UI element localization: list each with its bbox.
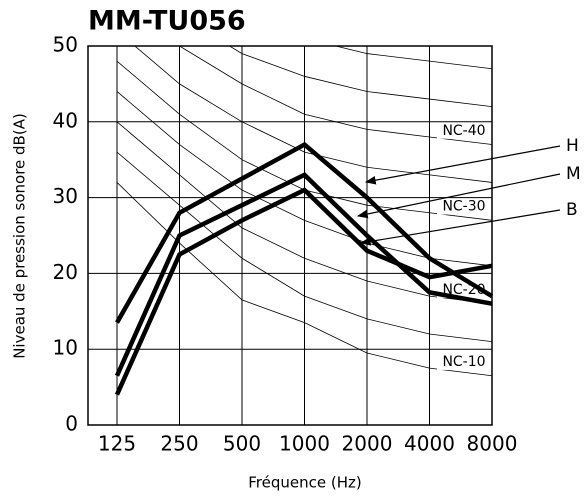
series-label: B bbox=[566, 200, 578, 220]
y-tick-label: 50 bbox=[53, 33, 78, 57]
series-label: H bbox=[566, 136, 579, 156]
nc-curve bbox=[116, 121, 492, 305]
x-tick-label: 2000 bbox=[342, 432, 393, 456]
nc-curve bbox=[134, 46, 492, 183]
nc-label-bg bbox=[437, 198, 491, 215]
annotation-arrow bbox=[364, 145, 561, 185]
annotation-arrow bbox=[359, 209, 561, 246]
x-tick-label: 4000 bbox=[404, 432, 455, 456]
series-lines bbox=[114, 141, 494, 396]
series-line bbox=[114, 187, 493, 396]
y-tick-label: 0 bbox=[65, 412, 78, 436]
x-tick-label: 250 bbox=[160, 432, 198, 456]
nc-curve bbox=[178, 46, 492, 145]
series-label: M bbox=[566, 164, 581, 184]
nc-curve bbox=[116, 151, 492, 343]
nc-label: NC-30 bbox=[442, 199, 485, 215]
y-tick-label: 30 bbox=[53, 184, 78, 208]
nc-curve bbox=[116, 182, 492, 377]
series-line bbox=[114, 172, 493, 377]
x-tick-label: 125 bbox=[98, 432, 136, 456]
x-axis-label: Fréquence (Hz) bbox=[248, 474, 361, 492]
nc-label-bg bbox=[437, 122, 491, 139]
y-tick-label: 20 bbox=[53, 260, 78, 284]
x-tick-label: 500 bbox=[223, 432, 261, 456]
nc-label-bg bbox=[437, 353, 491, 370]
plot-border bbox=[87, 45, 493, 426]
y-tick-label: 10 bbox=[53, 336, 78, 360]
annotations: H M B bbox=[356, 136, 581, 246]
series-line bbox=[115, 141, 494, 324]
nc-label: NC-10 bbox=[442, 354, 485, 370]
y-axis-label: Niveau de pression sonore dB(A) bbox=[11, 113, 29, 359]
nc-curve bbox=[334, 46, 492, 70]
nc-label: NC-40 bbox=[442, 123, 485, 139]
annotation-arrow bbox=[356, 173, 561, 219]
nc-curve bbox=[228, 46, 492, 108]
y-tick-label: 40 bbox=[53, 108, 78, 132]
x-tick-label: 1000 bbox=[279, 432, 330, 456]
chart-title: MM-TU056 bbox=[88, 6, 246, 37]
x-tick-label: 8000 bbox=[467, 432, 518, 456]
